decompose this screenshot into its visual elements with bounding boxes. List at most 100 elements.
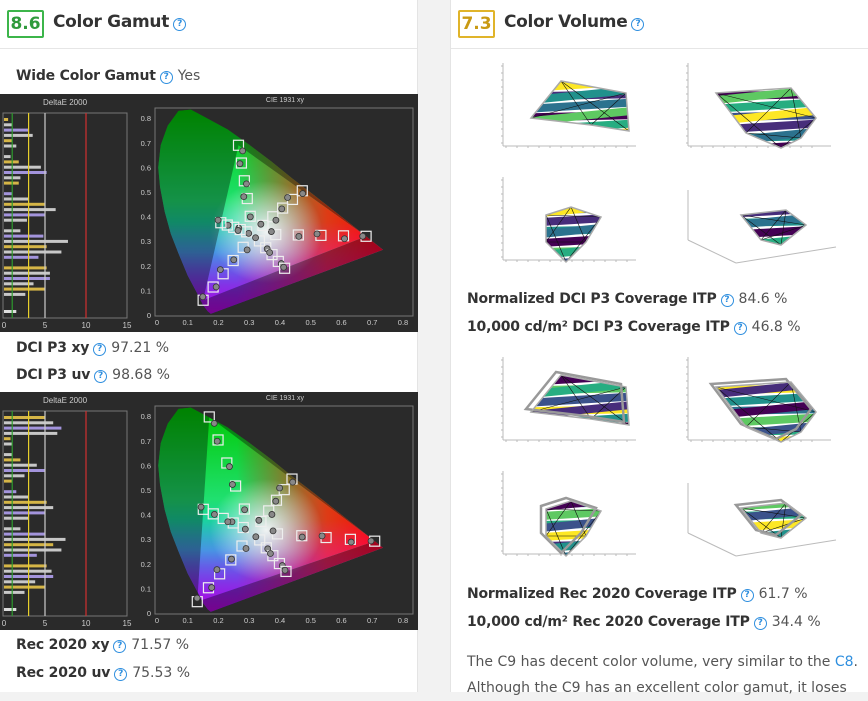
target-marker	[277, 202, 289, 214]
volume-edge	[741, 507, 806, 519]
y-axis	[735, 246, 837, 264]
target-marker	[215, 217, 227, 229]
y-tick-label: 0.3	[141, 237, 151, 246]
target-marker	[197, 503, 209, 515]
label: Rec 2020 uv	[16, 665, 111, 681]
deltae-bar	[4, 218, 27, 222]
volume-plot-p3-iso	[676, 185, 841, 264]
help-icon[interactable]: ?	[113, 640, 127, 653]
deltae-frame	[2, 112, 128, 319]
dci-p3-gamut-chart: DeltaE 2000 0 5 10 15 CIE 1931 xy 0 0.1 0.2 0.3 0.…	[0, 94, 418, 332]
help-icon[interactable]: ?	[94, 370, 108, 383]
volume-facet	[491, 476, 641, 488]
volume-edge	[590, 92, 627, 126]
volume-facet	[676, 362, 836, 374]
help-icon[interactable]: ?	[733, 322, 747, 335]
deltae-bar	[4, 580, 36, 584]
help-icon[interactable]: ?	[753, 617, 767, 630]
volume-facet	[741, 222, 806, 242]
cie-frame	[154, 405, 414, 615]
volume-facet	[741, 228, 806, 245]
volume-shape	[531, 375, 629, 425]
volume-facet	[741, 237, 806, 245]
volume-facet	[491, 182, 641, 194]
value: 98.68 %	[112, 367, 170, 383]
deltae-bar	[4, 197, 29, 201]
measured-marker	[272, 497, 280, 505]
rec2020-uv-row: Rec 2020 uv? 75.53 %	[16, 665, 190, 681]
measured-marker	[226, 463, 233, 470]
deltae-bar	[4, 139, 13, 143]
color-volume-header: 7.3 Color Volume?	[451, 0, 868, 49]
volume-shape	[531, 81, 629, 131]
color-volume-score: 7.3	[458, 10, 495, 38]
deltae-bar	[4, 495, 29, 499]
volume-outline	[545, 500, 603, 558]
volume-edge	[780, 503, 787, 538]
target-marker	[203, 411, 215, 423]
y-tick-label: 0.5	[141, 486, 151, 495]
help-icon[interactable]: ?	[93, 343, 107, 356]
c8-link[interactable]: C8	[834, 654, 854, 670]
volume-facet	[676, 185, 841, 200]
volume-edge	[745, 382, 792, 428]
volume-outline	[739, 209, 808, 246]
volume-plot-2020-top	[676, 357, 836, 443]
deltae-bar	[4, 128, 29, 132]
deltae-bar	[4, 564, 47, 568]
help-icon[interactable]: ?	[720, 294, 734, 307]
deltae-bar	[4, 155, 11, 159]
deltae-bar	[4, 431, 58, 435]
deltae-bar	[4, 532, 45, 536]
deltae-bar	[4, 123, 13, 127]
deltae-bar	[4, 250, 62, 254]
x-tick-label: 0	[155, 318, 159, 327]
volume-edge	[546, 508, 601, 512]
x-axis	[687, 239, 737, 264]
y-tick-label: 0.8	[141, 114, 151, 123]
y-tick-label: 0	[147, 311, 151, 320]
volume-facet	[676, 478, 841, 486]
measured-marker	[243, 246, 251, 254]
deltae-tick-label: 10	[82, 619, 91, 628]
measured-marker	[268, 511, 276, 518]
volume-facet	[741, 503, 806, 528]
help-icon[interactable]: ?	[173, 18, 187, 31]
volume-edge	[745, 88, 792, 134]
help-icon[interactable]: ?	[740, 589, 754, 602]
help-icon[interactable]: ?	[159, 71, 173, 84]
volume-facet	[491, 466, 641, 481]
help-icon[interactable]: ?	[114, 668, 128, 681]
volume-edge	[570, 207, 587, 243]
deltae-bar	[4, 479, 13, 483]
measured-marker	[197, 503, 205, 511]
x-tick-label: 0.6	[336, 318, 346, 327]
volume-facet	[741, 503, 806, 514]
deltae-tick-label: 0	[2, 321, 7, 330]
deltae-bar	[4, 537, 66, 541]
deltae-bar	[4, 133, 33, 137]
x-tick-label: 0.3	[244, 616, 254, 625]
deltae-bar	[4, 442, 13, 446]
volume-facet	[491, 173, 641, 201]
volume-facet	[676, 488, 841, 500]
deltae-bar	[4, 437, 11, 441]
volume-facet	[491, 467, 641, 495]
help-icon[interactable]: ?	[631, 18, 645, 31]
target-marker	[267, 211, 279, 223]
measured-marker	[257, 220, 265, 228]
volume-edge	[546, 501, 572, 537]
volume-facet	[491, 172, 641, 180]
y-tick-label: 0.7	[141, 139, 151, 148]
label: Normalized Rec 2020 Coverage ITP	[467, 586, 737, 602]
volume-edge	[531, 92, 627, 119]
volume-facet	[676, 68, 836, 80]
absolute-2020-row: 10,000 cd/m² Rec 2020 Coverage ITP? 34.4 …	[467, 614, 821, 630]
volume-facet	[546, 503, 601, 523]
measured-marker	[208, 584, 216, 591]
color-gamut-header: 8.6 Color Gamut?	[0, 0, 417, 49]
measured-marker	[252, 533, 260, 541]
measured-marker	[284, 194, 291, 201]
deltae-bar	[4, 282, 34, 286]
measured-marker	[228, 555, 235, 563]
